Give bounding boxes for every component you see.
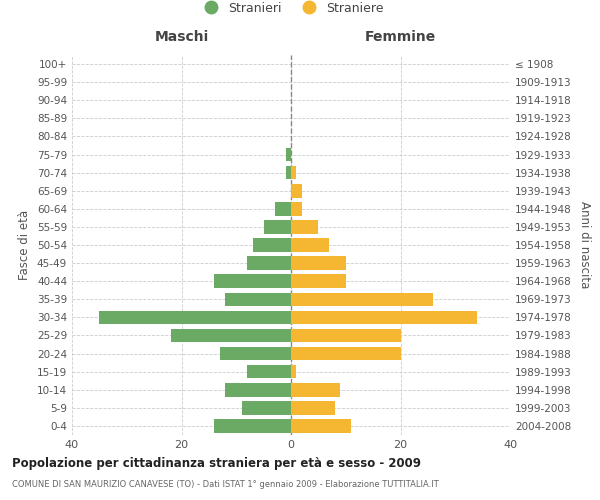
Bar (286, 166, 291, 179)
Bar (226, 292, 291, 306)
Bar (286, 148, 291, 162)
Bar (247, 365, 291, 378)
Bar (291, 419, 351, 432)
Bar (291, 202, 302, 215)
Bar (291, 184, 302, 198)
Bar (291, 347, 401, 360)
Bar (291, 274, 346, 288)
Y-axis label: Fasce di età: Fasce di età (19, 210, 31, 280)
Bar (291, 238, 329, 252)
Bar (242, 401, 291, 414)
Bar (291, 383, 340, 396)
Bar (291, 166, 296, 179)
Bar (214, 419, 291, 432)
Bar (253, 238, 291, 252)
Bar (247, 256, 291, 270)
Bar (291, 256, 346, 270)
Bar (214, 274, 291, 288)
Text: Popolazione per cittadinanza straniera per età e sesso - 2009: Popolazione per cittadinanza straniera p… (12, 458, 421, 470)
Bar (291, 292, 433, 306)
Text: COMUNE DI SAN MAURIZIO CANAVESE (TO) - Dati ISTAT 1° gennaio 2009 - Elaborazione: COMUNE DI SAN MAURIZIO CANAVESE (TO) - D… (12, 480, 439, 489)
Bar (220, 347, 291, 360)
Text: Femmine: Femmine (365, 30, 436, 44)
Bar (275, 202, 291, 215)
Bar (226, 383, 291, 396)
Bar (291, 365, 296, 378)
Bar (291, 310, 477, 324)
Y-axis label: Anni di nascita: Anni di nascita (578, 202, 591, 288)
Text: Maschi: Maschi (154, 30, 209, 44)
Bar (291, 328, 401, 342)
Bar (291, 401, 335, 414)
Legend: Stranieri, Straniere: Stranieri, Straniere (193, 0, 389, 20)
Bar (170, 328, 291, 342)
Bar (291, 220, 319, 234)
Bar (100, 310, 291, 324)
Bar (263, 220, 291, 234)
